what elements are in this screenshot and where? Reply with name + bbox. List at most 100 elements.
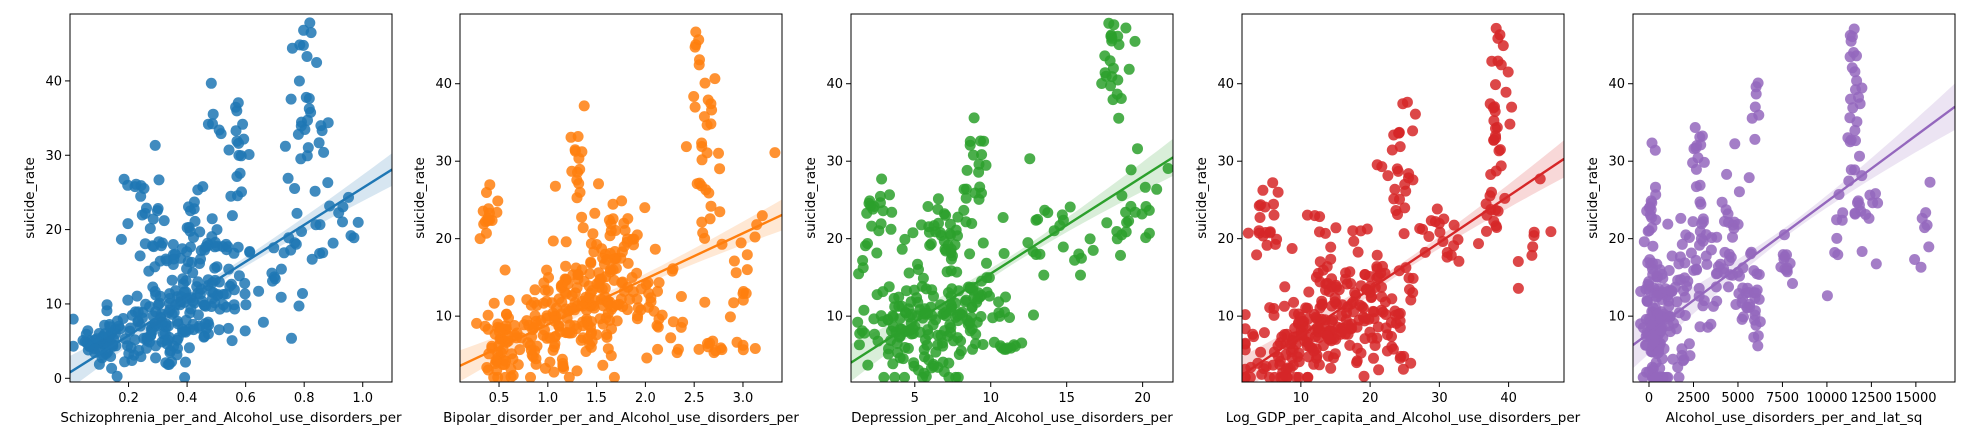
scatter-point [696, 216, 708, 228]
scatter-point [1687, 216, 1699, 228]
scatter-point [606, 323, 617, 335]
scatter-point [1526, 249, 1538, 261]
scatter-point [1394, 193, 1405, 205]
scatter-point [1340, 314, 1352, 326]
scatter-point [302, 114, 313, 126]
scatter-point [1340, 273, 1351, 285]
x-axis-label: Log_GDP_per_capita_and_Alcohol_use_disor… [1226, 410, 1581, 426]
scatter-point [499, 264, 511, 276]
scatter-point [1512, 282, 1524, 294]
scatter-point [189, 215, 201, 227]
scatter-point [571, 192, 583, 204]
scatter-point [917, 371, 928, 382]
scatter-point [1308, 345, 1320, 357]
scatter-point [1258, 327, 1270, 339]
scatter-point [1697, 235, 1709, 247]
scatter-point [499, 371, 511, 382]
scatter-point [1032, 213, 1044, 225]
scatter-point [653, 277, 665, 289]
scatter-point [1502, 66, 1514, 78]
plot-area [70, 17, 392, 382]
scatter-point [964, 139, 976, 151]
scatter-point [1084, 233, 1096, 245]
scatter-point [571, 282, 583, 294]
scatter-point [577, 320, 589, 332]
regression-line [1242, 157, 1564, 377]
scatter-point [129, 181, 141, 193]
scatter-point [135, 190, 147, 202]
scatter-point [973, 166, 985, 178]
y-tick-label: 30 [45, 149, 62, 164]
plot-area [851, 17, 1173, 382]
scatter-point [903, 267, 915, 279]
scatter-point [285, 93, 297, 105]
scatter-point [1376, 291, 1388, 303]
scatter-point [1702, 321, 1714, 333]
scatter-point [1849, 124, 1861, 136]
scatter-point [226, 210, 238, 222]
scatter-point [1253, 225, 1265, 237]
scatter-point [869, 328, 880, 340]
scatter-point [1635, 318, 1647, 330]
scatter-point [1504, 118, 1516, 130]
scatter-point [862, 359, 874, 371]
scatter-point [1707, 300, 1719, 312]
scatter-point [1120, 22, 1132, 34]
scatter-point [1694, 179, 1706, 191]
scatter-point [1480, 198, 1492, 210]
scatter-point [1697, 216, 1709, 228]
scatter-point [1721, 168, 1733, 180]
scatter-point [180, 286, 192, 298]
scatter-point [1352, 246, 1364, 258]
scatter-point [594, 313, 606, 325]
x-tick-label: 20 [1134, 391, 1151, 406]
scatter-point [1693, 282, 1705, 294]
scatter-point [728, 297, 740, 309]
scatter-point [136, 209, 148, 221]
scatter-point [297, 288, 308, 299]
scatter-point [942, 287, 954, 299]
scatter-point [132, 306, 144, 318]
scatter-point [1734, 270, 1745, 282]
scatter-point [134, 250, 146, 262]
scatter-points [1242, 22, 1557, 382]
scatter-point [1303, 286, 1315, 298]
scatter-point [1752, 330, 1764, 342]
scatter-point [492, 195, 504, 207]
scatter-point [313, 137, 325, 149]
scatter-point [1247, 328, 1259, 340]
scatter-point [1129, 206, 1141, 218]
scatter-point [1288, 308, 1300, 320]
scatter-point [93, 358, 105, 370]
scatter-point [253, 285, 265, 297]
subplot-4: 10 20 30 40 10 20 30 40 Log_GDP_per_capita_and_A… [1194, 13, 1581, 426]
scatter-point [1255, 199, 1267, 211]
scatter-point [158, 215, 170, 227]
scatter-point [593, 178, 604, 190]
scatter-point [1716, 196, 1728, 208]
scatter-point [1326, 273, 1338, 285]
scatter-point [1329, 348, 1341, 360]
scatter-point [1401, 96, 1413, 108]
scatter-point [1395, 350, 1407, 362]
scatter-point [1355, 347, 1367, 359]
scatter-point [702, 94, 714, 106]
scatter-point [77, 335, 89, 346]
y-tick-label: 10 [435, 310, 452, 325]
scatter-point [1280, 370, 1291, 382]
scatter-point [697, 227, 709, 239]
scatter-point [1777, 249, 1789, 261]
scatter-point [1662, 371, 1674, 382]
scatter-point [1028, 309, 1039, 321]
scatter-point [966, 218, 978, 229]
scatter-point [1162, 163, 1173, 174]
scatter-point [607, 198, 619, 210]
scatter-point [1056, 209, 1068, 221]
scatter-point [293, 75, 305, 87]
scatter-point [868, 201, 880, 212]
scatter-point [884, 189, 895, 201]
scatter-point [976, 187, 987, 199]
scatter-point [481, 187, 492, 198]
y-axis-label: suicide_rate [22, 157, 38, 239]
scatter-point [589, 207, 601, 219]
